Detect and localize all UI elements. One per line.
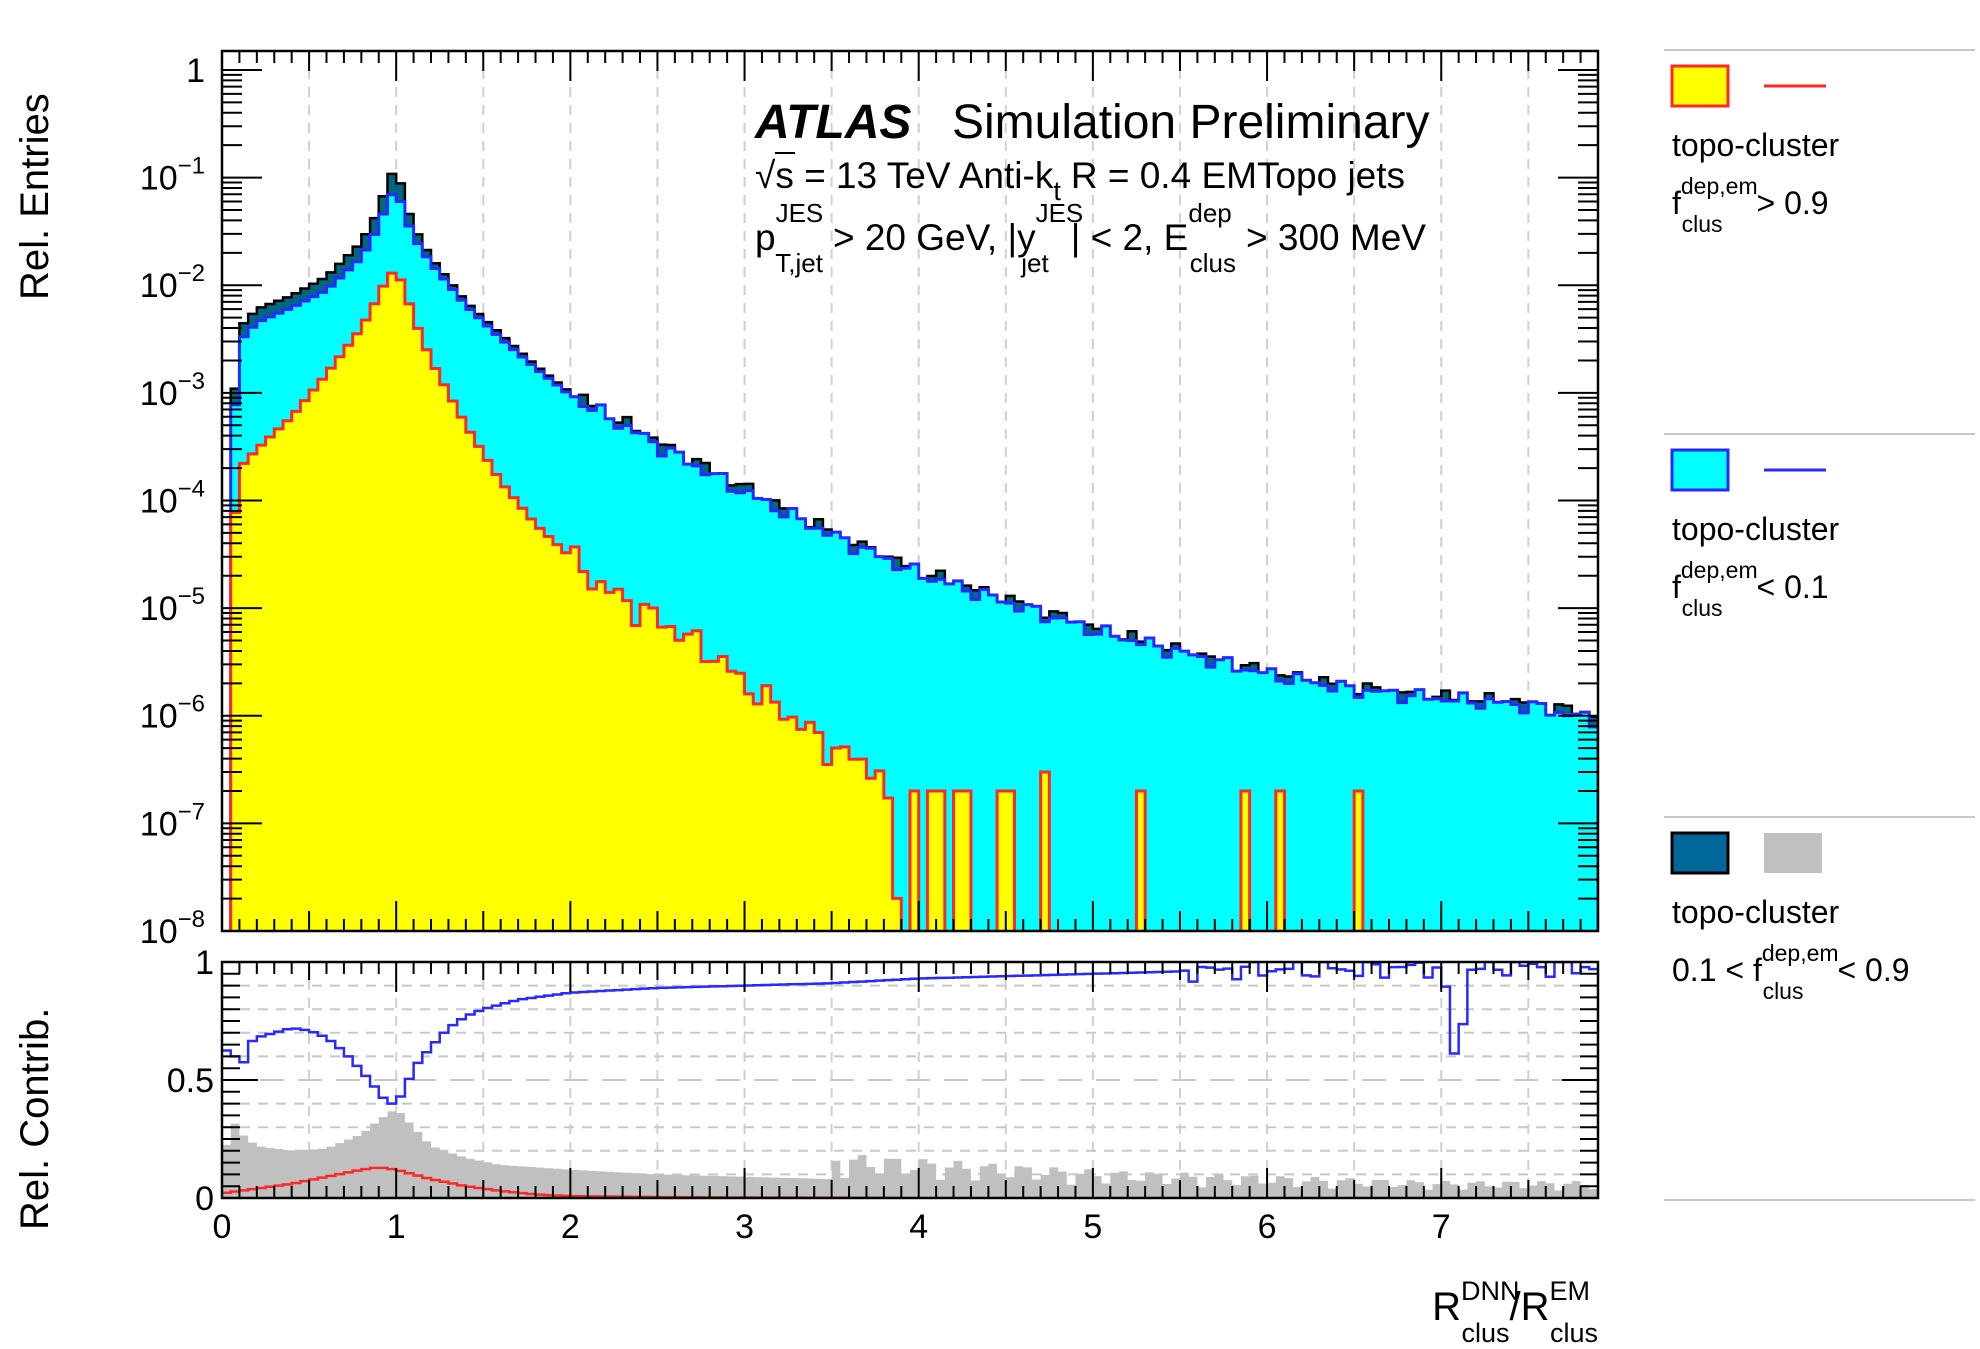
lower-y-tick-label: 0.5 — [167, 1062, 214, 1100]
energy-line: √s = 13 TeV Anti-kt R = 0.4 EMTopo jets — [755, 155, 1405, 206]
legend-swatch-secondary — [1764, 833, 1822, 873]
x-tick-label: 2 — [561, 1208, 580, 1246]
hist-spike — [1274, 789, 1286, 931]
lower-ticks — [221, 961, 1599, 1199]
x-tick-label: 1 — [387, 1208, 406, 1246]
legend-condition: 0.1 < fdep,em clus< 0.9 — [1672, 940, 1910, 1004]
upper-y-tick-label: 10−3 — [140, 368, 205, 413]
lower-y-axis-title: Rel. Contrib. — [13, 1008, 57, 1230]
lower-y-tick-label: 0 — [195, 1180, 214, 1218]
x-axis-title: RDNN clus/REM clus — [1432, 1276, 1598, 1344]
upper-y-tick-label: 10−5 — [140, 583, 205, 628]
upper-y-tick-label: 10−6 — [140, 691, 205, 736]
legend-swatch — [1670, 448, 1730, 492]
upper-y-tick-label: 10−4 — [140, 475, 205, 520]
legend-label: topo-cluster — [1672, 894, 1840, 930]
lower-y-tick-label: 1 — [195, 944, 214, 982]
hist-spike — [925, 789, 947, 931]
legend-swatch — [1670, 831, 1730, 875]
upper-y-tick-label: 10−7 — [140, 798, 205, 843]
x-tick-label: 3 — [735, 1208, 754, 1246]
simulation-label: Simulation Preliminary — [952, 96, 1430, 149]
lower-panel: 0 1 2 3 4 5 6 7 0 0.5 1 Rel. Contrib. — [13, 944, 1600, 1246]
legend-label: topo-cluster — [1672, 127, 1840, 163]
x-tick-label: 0 — [213, 1208, 232, 1246]
hist-spike — [1352, 789, 1365, 931]
upper-panel: 1 10−1 10−2 10−3 10−4 10−5 10−6 10−7 10−8 Rel. E… — [13, 49, 1600, 951]
upper-y-tick-label: 1 — [186, 52, 205, 90]
selection-line: pJES T,jet> 20 GeV, |yJES jet| < 2, Edep cl… — [755, 198, 1426, 278]
upper-y-tick-label: 10−1 — [140, 153, 205, 198]
upper-frame — [220, 49, 1600, 933]
hist-em_gt_0.9 — [229, 271, 903, 931]
legend-entry: topo-cluster fdep,em clus> 0.9 — [1670, 64, 1840, 237]
upper-plot-area — [229, 172, 1598, 931]
upper-y-tick-label: 10−8 — [140, 906, 205, 951]
x-tick-label: 7 — [1432, 1208, 1451, 1246]
hist-spike — [952, 789, 973, 931]
atlas-label: ATLAS — [754, 96, 911, 149]
hist-spike — [1039, 770, 1051, 931]
legend-condition: fdep,em clus> 0.9 — [1672, 173, 1829, 237]
legend-swatch — [1670, 64, 1730, 108]
legend-entry: topo-cluster 0.1 < fdep,em clus< 0.9 — [1670, 831, 1910, 1004]
legend-label: topo-cluster — [1672, 511, 1840, 547]
hist-frac_mixed — [222, 1111, 1598, 1198]
x-tick-label: 6 — [1258, 1208, 1277, 1246]
x-tick-label: 5 — [1083, 1208, 1102, 1246]
upper-y-tick-labels: 1 10−1 10−2 10−3 10−4 10−5 10−6 10−7 10−8 — [140, 52, 205, 951]
hist-spike — [1239, 789, 1252, 931]
hist-spike — [1134, 789, 1147, 931]
upper-ticks — [221, 51, 1599, 932]
upper-y-tick-label: 10−2 — [140, 260, 205, 305]
upper-y-axis-title: Rel. Entries — [13, 93, 57, 300]
line-frac_em_lt_0.1 — [222, 962, 1598, 1105]
hist-spike — [995, 789, 1017, 931]
hist-spike — [908, 789, 921, 931]
legend-entry: topo-cluster fdep,em clus< 0.1 — [1670, 448, 1840, 621]
legend-condition: fdep,em clus< 0.1 — [1672, 557, 1829, 621]
atlas-annotation: ATLAS Simulation Preliminary √s = 13 TeV… — [754, 96, 1430, 278]
x-tick-label: 4 — [909, 1208, 928, 1246]
lower-tick-labels: 0 1 2 3 4 5 6 7 0 0.5 1 — [167, 944, 1451, 1246]
